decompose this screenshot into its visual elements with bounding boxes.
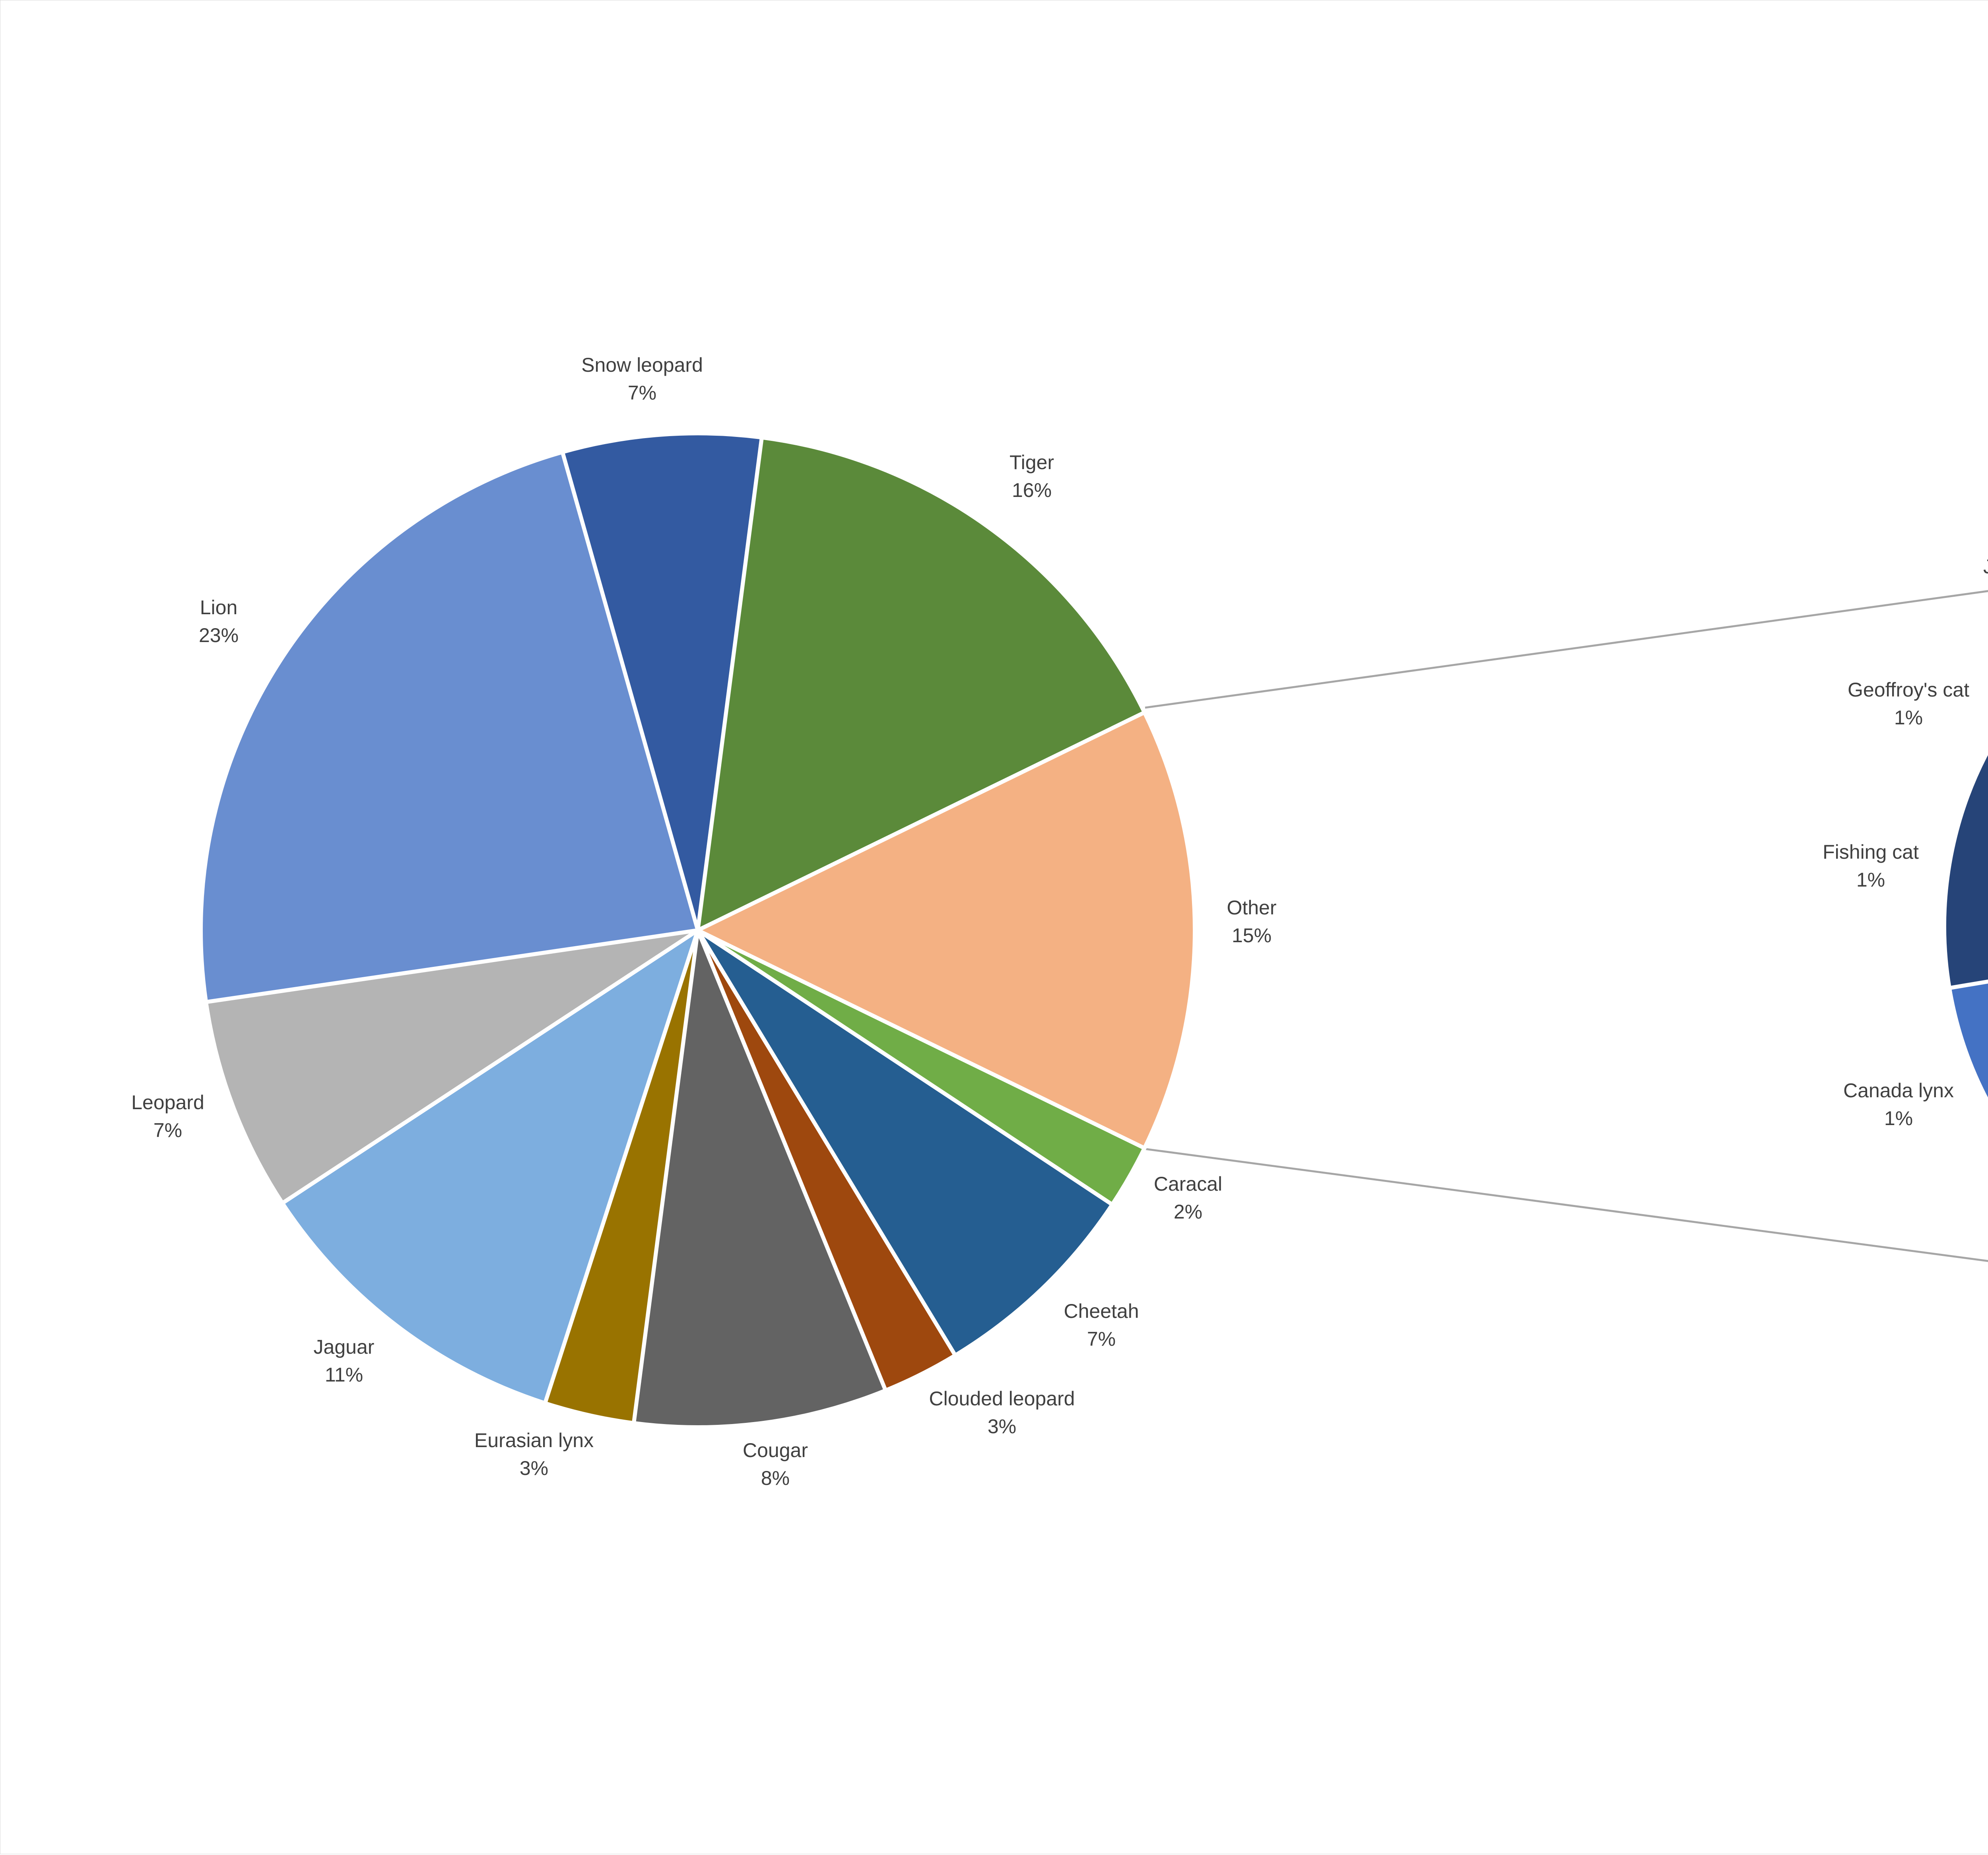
data-label-caracal: Caracal 2%: [1154, 1173, 1222, 1223]
data-label-other: Other 15%: [1227, 896, 1276, 947]
pie-slice-lion[interactable]: [199, 450, 700, 1004]
primary-pie-labels: Snow leopard 7% Tiger 16% Other 15% Caracal 2% C…: [131, 354, 1276, 1489]
data-label-snow-leopard: Snow leopard 7%: [581, 354, 703, 404]
pie-slice-cheetah[interactable]: [696, 928, 1114, 1358]
data-label-cougar: Cougar 8%: [743, 1439, 808, 1489]
pie-slice-leopard[interactable]: [204, 928, 700, 1205]
data-label-jaguar: Jaguar 11%: [314, 1336, 375, 1386]
data-label-canada-lynx: Canada lynx 1%: [1843, 1079, 1954, 1129]
data-label-eurasian-lynx: Eurasian lynx 3%: [474, 1429, 594, 1479]
data-label-fishing-cat: Fishing cat 1%: [1823, 841, 1919, 891]
connector-line-1: [1145, 590, 1988, 709]
pie-slice-tiger[interactable]: [696, 435, 1147, 932]
pie-slice-fishing-cat[interactable]: [1942, 731, 1988, 990]
secondary-pie-labels: Margay0%Ocelot1%Pallas' cat0%Sand cat0%S…: [1823, 555, 1988, 1129]
secondary-pie: [1942, 731, 1988, 1177]
data-label-geoffroy-s-cat: Geoffroy's cat 1%: [1848, 679, 1969, 729]
data-label-lion: Lion 23%: [199, 596, 239, 646]
pie-slice-other[interactable]: [696, 710, 1197, 1150]
connector-line-2: [1145, 1148, 1988, 1262]
connector-lines: [1145, 590, 1988, 1262]
data-label-cheetah: Cheetah 7%: [1064, 1300, 1139, 1350]
pie-slice-jaguar[interactable]: [280, 928, 700, 1405]
pie-slice-cougar[interactable]: [632, 928, 888, 1429]
data-label-clouded-leopard: Clouded leopard 3%: [929, 1387, 1075, 1438]
primary-pie: [199, 431, 1197, 1429]
data-label-leopard: Leopard 7%: [131, 1091, 204, 1141]
data-label-tiger: Tiger 16%: [1010, 451, 1054, 501]
pie-slice-canada-lynx[interactable]: [1947, 926, 1988, 1177]
